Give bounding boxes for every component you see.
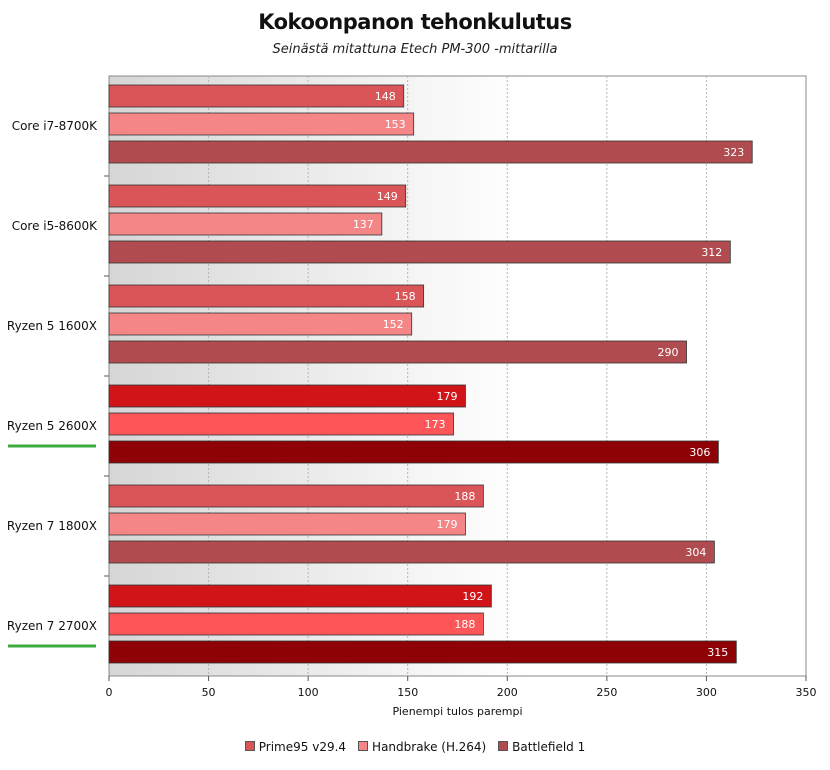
legend-label: Handbrake (H.264) bbox=[372, 740, 487, 754]
bar-value-label: 306 bbox=[689, 446, 710, 459]
bar-value-label: 173 bbox=[425, 418, 446, 431]
category-label: Ryzen 7 1800X bbox=[7, 519, 97, 533]
x-tick-label: 100 bbox=[298, 686, 319, 699]
bar bbox=[108, 484, 484, 508]
bar-value-label: 148 bbox=[375, 90, 396, 103]
plot-area bbox=[108, 75, 807, 677]
legend: Prime95 v29.4 Handbrake (H.264) Battlefiel… bbox=[0, 740, 830, 754]
x-tick-label: 250 bbox=[596, 686, 617, 699]
legend-swatch bbox=[358, 741, 369, 751]
category-label: Ryzen 5 1600X bbox=[7, 319, 97, 333]
bar-value-label: 158 bbox=[395, 290, 416, 303]
bar-value-label: 312 bbox=[701, 246, 722, 259]
bar bbox=[108, 112, 415, 136]
legend-item: Prime95 v29.4 bbox=[244, 740, 347, 754]
bar-value-label: 315 bbox=[707, 646, 728, 659]
bar bbox=[108, 340, 687, 364]
bar bbox=[108, 240, 731, 264]
bar-value-label: 188 bbox=[454, 618, 475, 631]
bar bbox=[108, 84, 405, 108]
bar-value-label: 192 bbox=[462, 590, 483, 603]
bar-value-label: 304 bbox=[685, 546, 706, 559]
category-label: Core i5-8600K bbox=[12, 219, 98, 233]
x-tick-label: 200 bbox=[497, 686, 518, 699]
legend-label: Battlefield 1 bbox=[512, 740, 586, 754]
x-tick-label: 150 bbox=[397, 686, 418, 699]
chart-title: Kokoonpanon tehonkulutus bbox=[258, 10, 572, 34]
bar bbox=[108, 284, 425, 308]
bar bbox=[108, 512, 466, 536]
legend-item: Handbrake (H.264) bbox=[358, 740, 486, 754]
bar bbox=[108, 184, 407, 208]
bar-value-label: 179 bbox=[436, 390, 457, 403]
x-tick-label: 0 bbox=[106, 686, 113, 699]
category-label: Ryzen 7 2700X bbox=[7, 619, 97, 633]
bar bbox=[108, 640, 737, 664]
bar-value-label: 179 bbox=[436, 518, 457, 531]
bar bbox=[108, 212, 383, 236]
bar bbox=[108, 384, 466, 408]
bar bbox=[108, 312, 413, 336]
bar-value-label: 152 bbox=[383, 318, 404, 331]
bar bbox=[108, 540, 715, 564]
legend-swatch bbox=[244, 741, 255, 751]
category-label: Core i7-8700K bbox=[12, 119, 98, 133]
bar bbox=[108, 140, 753, 164]
bar-value-label: 153 bbox=[385, 118, 406, 131]
category-label: Ryzen 5 2600X bbox=[7, 419, 97, 433]
legend-item: Battlefield 1 bbox=[498, 740, 585, 754]
bar-value-label: 323 bbox=[723, 146, 744, 159]
x-axis-label: Pienempi tulos parempi bbox=[392, 705, 523, 718]
bar bbox=[108, 584, 492, 608]
bar bbox=[108, 440, 719, 464]
chart-subtitle: Seinästä mitattuna Etech PM-300 -mittari… bbox=[272, 42, 558, 57]
x-tick-label: 300 bbox=[696, 686, 717, 699]
x-tick-label: 350 bbox=[796, 686, 817, 699]
legend-swatch bbox=[498, 741, 509, 751]
x-tick-label: 50 bbox=[202, 686, 216, 699]
bar bbox=[108, 412, 454, 436]
bar-value-label: 290 bbox=[658, 346, 679, 359]
bar-value-label: 188 bbox=[454, 490, 475, 503]
bar-value-label: 149 bbox=[377, 190, 398, 203]
legend-label: Prime95 v29.4 bbox=[258, 740, 347, 754]
bar-value-label: 137 bbox=[353, 218, 374, 231]
bar bbox=[108, 612, 484, 636]
